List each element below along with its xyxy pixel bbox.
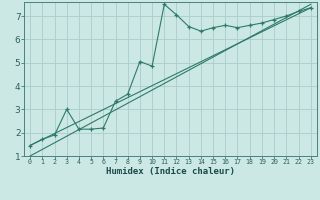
X-axis label: Humidex (Indice chaleur): Humidex (Indice chaleur) [106,167,235,176]
